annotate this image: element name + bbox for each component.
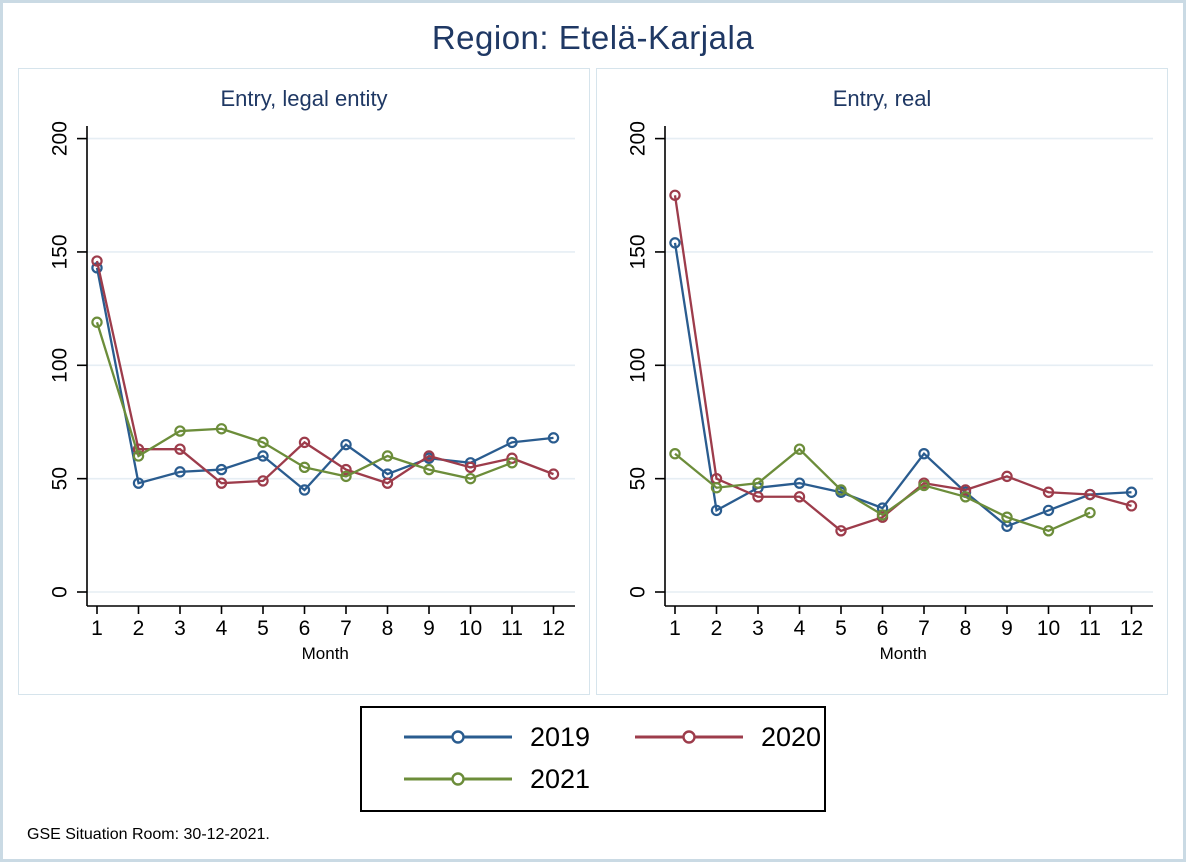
svg-text:0: 0	[626, 586, 649, 598]
svg-text:200: 200	[48, 121, 71, 156]
svg-text:4: 4	[216, 617, 228, 640]
svg-text:3: 3	[174, 617, 186, 640]
footnote: GSE Situation Room: 30-12-2021.	[27, 826, 270, 843]
svg-text:150: 150	[626, 234, 649, 269]
svg-text:11: 11	[1079, 617, 1101, 640]
legend-label-2021: 2021	[530, 763, 591, 794]
svg-text:150: 150	[48, 234, 71, 269]
panels-row: Entry, legal entity 0 50 100 150 200 1 2 3 4 5 6 7 8…	[18, 68, 1168, 695]
svg-text:50: 50	[626, 467, 649, 490]
legend-label-2020: 2020	[761, 721, 822, 752]
svg-text:1: 1	[91, 617, 103, 640]
svg-text:50: 50	[48, 467, 71, 490]
svg-text:Month: Month	[880, 644, 927, 663]
svg-text:7: 7	[340, 617, 352, 640]
panel-title-entry-real: Entry, real	[832, 86, 932, 111]
legend-row-1: 2019 2020	[362, 716, 824, 758]
svg-text:5: 5	[835, 617, 847, 640]
svg-text:2: 2	[711, 617, 723, 640]
panel-title-entry-legal-entity: Entry, legal entity	[220, 86, 388, 111]
svg-text:200: 200	[626, 121, 649, 156]
svg-text:4: 4	[794, 617, 806, 640]
svg-text:10: 10	[459, 617, 482, 640]
svg-text:6: 6	[877, 617, 889, 640]
panel-entry-real: Entry, real 0 50 100 150 200 1 2 3 4 5 6 7 8 9 10 11 12 M…	[596, 68, 1168, 695]
legend-line-marker-icon-2021	[404, 772, 512, 786]
page-title: Region: Etelä-Karjala	[431, 19, 755, 56]
svg-text:100: 100	[48, 348, 71, 383]
legend-label-2019: 2019	[530, 721, 591, 752]
svg-text:9: 9	[1001, 617, 1013, 640]
svg-text:1: 1	[669, 617, 681, 640]
svg-text:12: 12	[542, 617, 565, 640]
svg-text:7: 7	[918, 617, 930, 640]
legend-item-2019: 2019	[362, 716, 593, 758]
svg-text:6: 6	[299, 617, 311, 640]
svg-text:8: 8	[960, 617, 972, 640]
legend-line-marker-icon-2019	[404, 730, 512, 744]
legend-line-marker-icon-2020	[635, 730, 743, 744]
svg-text:100: 100	[626, 348, 649, 383]
svg-text:10: 10	[1037, 617, 1060, 640]
svg-text:9: 9	[423, 617, 435, 640]
svg-text:12: 12	[1120, 617, 1143, 640]
legend-row-2: 2021	[362, 758, 824, 800]
svg-text:3: 3	[752, 617, 764, 640]
svg-text:2: 2	[133, 617, 145, 640]
svg-text:8: 8	[382, 617, 394, 640]
legend-item-2021: 2021	[362, 758, 593, 800]
svg-text:Month: Month	[302, 644, 349, 663]
svg-text:5: 5	[257, 617, 269, 640]
legend-item-2020: 2020	[593, 716, 824, 758]
panel-entry-legal-entity: Entry, legal entity 0 50 100 150 200 1 2 3 4 5 6 7 8…	[18, 68, 590, 695]
svg-text:11: 11	[501, 617, 523, 640]
svg-text:0: 0	[48, 586, 71, 598]
legend-box: 2019 2020 2021	[360, 706, 826, 812]
